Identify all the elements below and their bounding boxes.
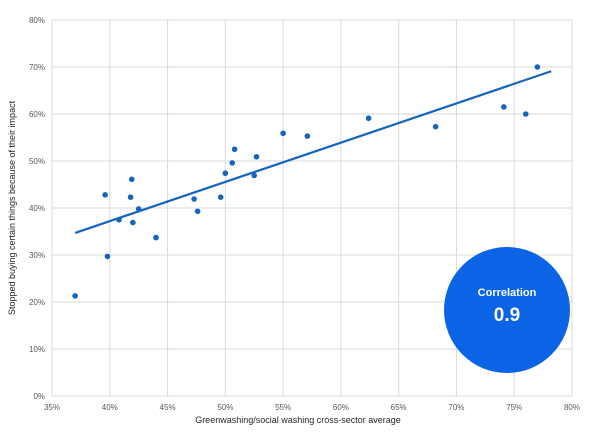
correlation-label: Correlation xyxy=(478,287,537,299)
data-point xyxy=(304,133,311,139)
correlation-circle xyxy=(444,247,570,373)
x-tick-label: 70% xyxy=(448,403,464,412)
y-axis-ticks: 0% 10% 20% 30% 40% 50% 60% 70% 80% xyxy=(29,16,45,401)
x-tick-label: 65% xyxy=(391,403,407,412)
y-tick-label: 50% xyxy=(29,157,45,166)
x-tick-label: 35% xyxy=(44,403,60,412)
data-point xyxy=(231,146,238,153)
data-point xyxy=(501,104,507,110)
data-point xyxy=(116,216,122,223)
data-point xyxy=(222,170,229,177)
trendline xyxy=(74,70,552,234)
data-point xyxy=(522,111,529,117)
data-point xyxy=(251,172,258,179)
y-tick-label: 60% xyxy=(29,110,45,119)
data-point xyxy=(365,115,372,122)
data-point xyxy=(191,196,197,202)
y-tick-label: 40% xyxy=(29,204,45,213)
data-point xyxy=(127,194,134,200)
x-tick-label: 45% xyxy=(160,403,176,412)
data-point xyxy=(280,130,286,137)
data-point xyxy=(534,64,541,70)
x-axis-title: Greenwashing/social washing cross-sector… xyxy=(195,415,401,425)
data-point xyxy=(253,153,260,160)
correlation-value: 0.9 xyxy=(494,305,520,326)
data-point xyxy=(229,160,236,166)
y-axis-title: Stopped buying certain things because of… xyxy=(7,100,17,315)
x-axis-ticks: 35% 40% 45% 50% 55% 60% 65% 70% 75% 80% xyxy=(44,403,580,412)
x-tick-label: 50% xyxy=(217,403,233,412)
data-point xyxy=(432,123,439,130)
x-tick-label: 55% xyxy=(275,403,291,412)
y-tick-label: 70% xyxy=(29,63,45,72)
x-tick-label: 75% xyxy=(506,403,522,412)
data-point xyxy=(104,253,111,260)
data-point xyxy=(135,206,142,212)
data-points xyxy=(72,64,541,299)
y-tick-label: 80% xyxy=(29,16,45,25)
y-tick-label: 0% xyxy=(33,392,45,401)
correlation-badge: Correlation 0.9 xyxy=(444,247,570,373)
x-tick-label: 80% xyxy=(564,403,580,412)
x-tick-label: 60% xyxy=(333,403,349,412)
y-tick-label: 20% xyxy=(29,298,45,307)
y-tick-label: 30% xyxy=(29,251,45,260)
data-point xyxy=(130,219,136,226)
data-point xyxy=(153,234,159,241)
data-point xyxy=(72,293,78,299)
data-point xyxy=(102,192,108,198)
y-tick-label: 10% xyxy=(29,345,45,354)
data-point xyxy=(128,176,135,183)
data-point xyxy=(217,194,224,200)
trendline-group xyxy=(74,70,552,234)
x-tick-label: 40% xyxy=(102,403,118,412)
data-point xyxy=(194,208,201,215)
